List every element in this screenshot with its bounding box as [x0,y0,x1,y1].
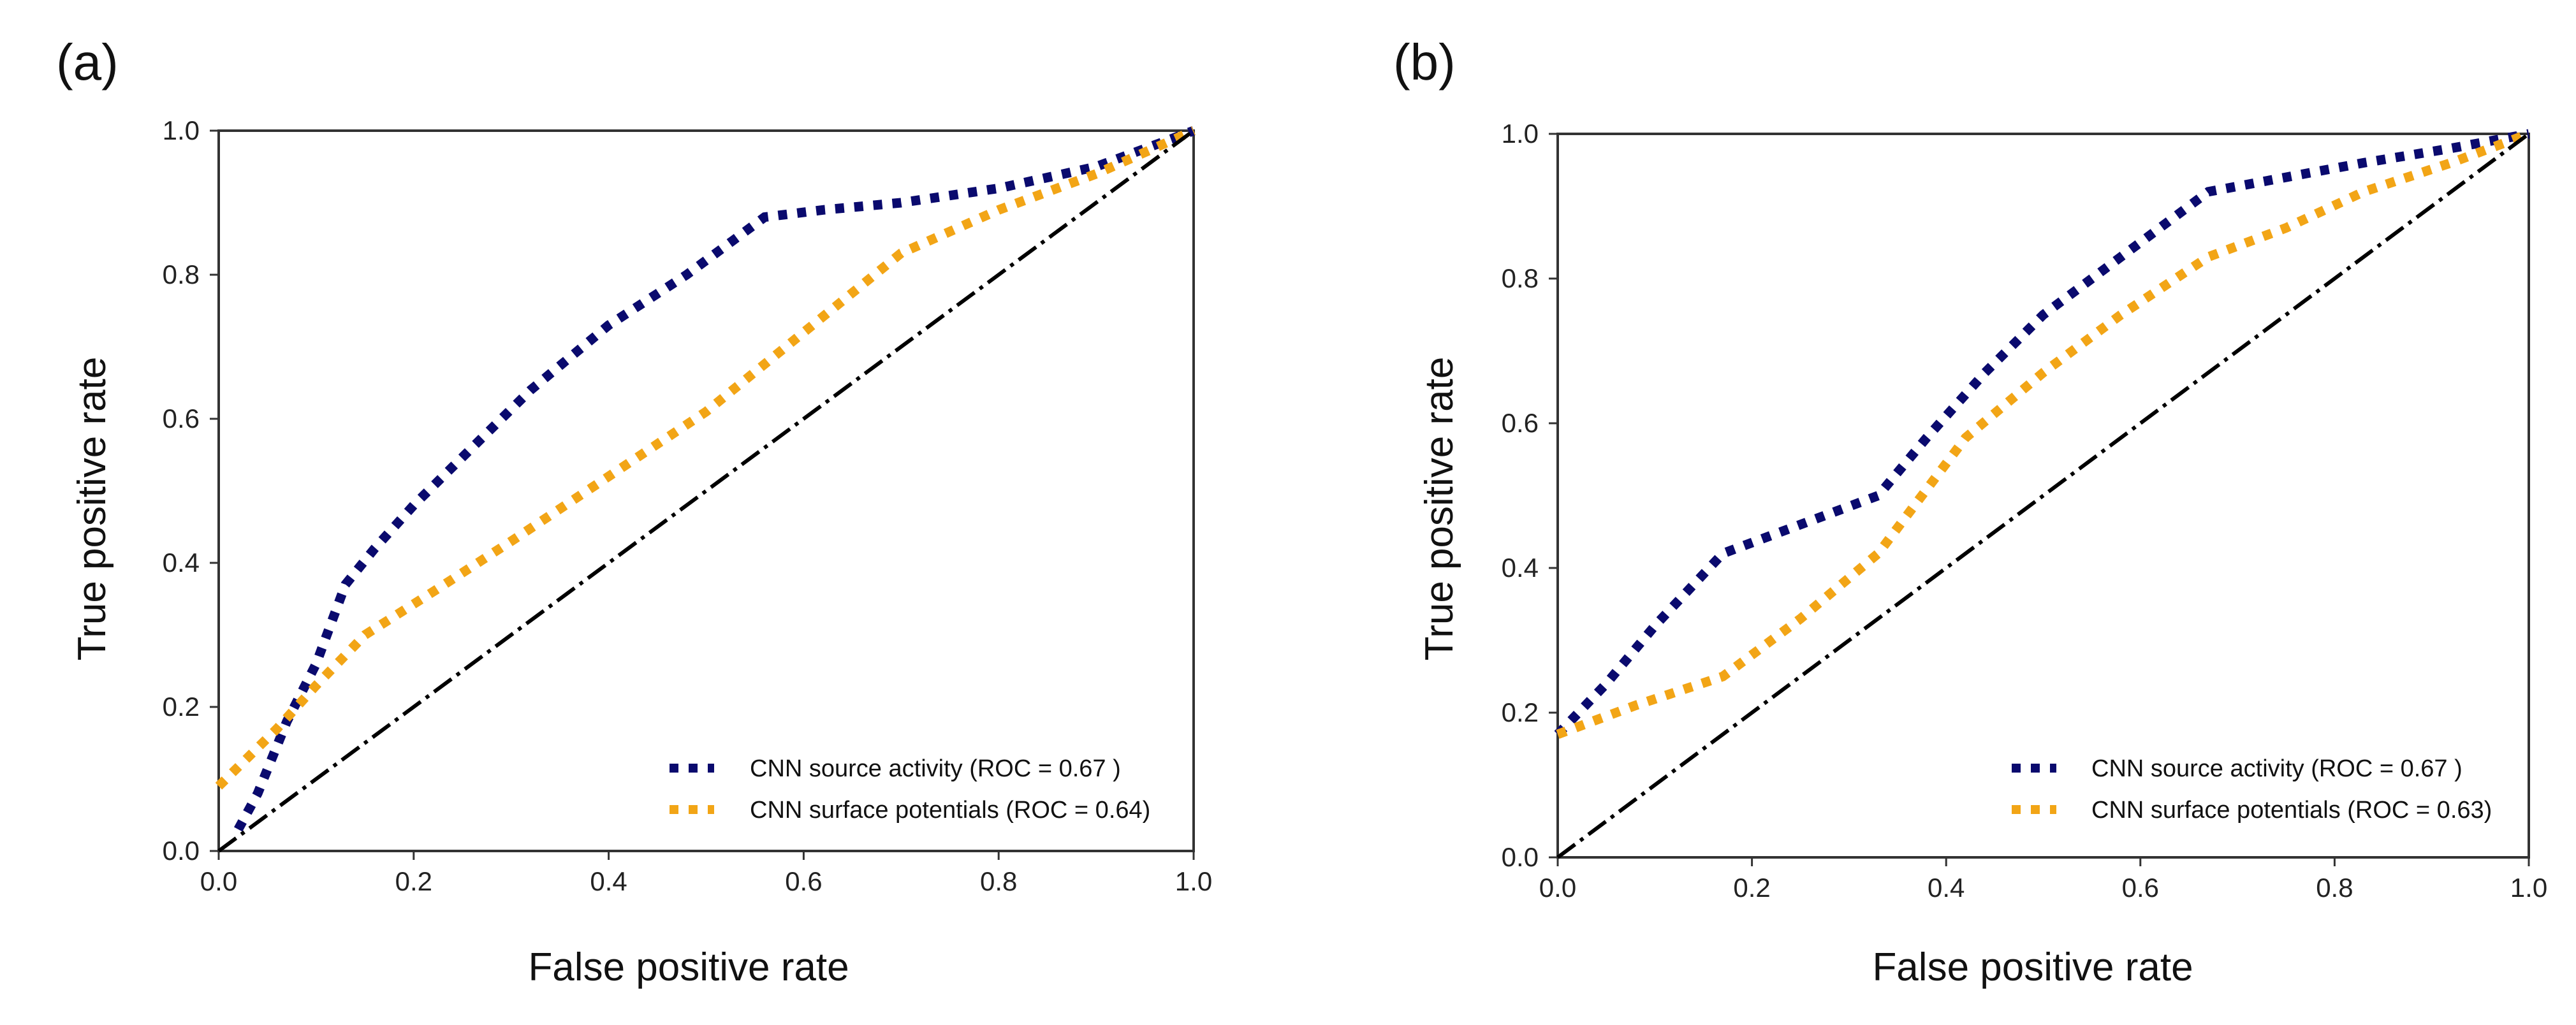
panel-a-ytick-label: 0.8 [163,259,200,289]
panel-b-legend-source-label: CNN source activity (ROC = 0.67 ) [2091,755,2463,782]
panel-b-ytick-label: 0.8 [1502,263,1539,293]
panel-b-ytick-label: 0.4 [1502,553,1539,583]
panel-a-ticks: 0.0 0.2 0.4 0.6 0.8 1.0 0.0 0.2 0.4 0.6 0.8 1.0 [163,115,1213,896]
panel-b-axes-frame [1556,133,2530,859]
panel-b-chance-diagonal [1556,132,2530,859]
panel-a-ytick-label: 0.4 [163,548,200,578]
panel-a-xtick-label: 0.6 [785,866,822,896]
panel-b-ylabel: True positive rate [1417,357,1461,661]
panel-a-axes-frame [217,129,1195,852]
panel-b-xtick-label: 1.0 [2510,873,2547,903]
panel-a-xtick-label: 0.4 [590,866,627,896]
panel-b-xtick-label: 0.2 [1733,873,1770,903]
panel-a-legend: CNN source activity (ROC = 0.67 ) CNN su… [670,755,1150,824]
panel-b-legend: CNN source activity (ROC = 0.67 ) CNN su… [2012,755,2492,824]
panel-b-source-activity-curve [1554,129,2530,738]
panel-b-xtick-label: 0.6 [2122,873,2159,903]
panel-a-ytick-label: 1.0 [163,115,200,145]
panel-b-xtick-label: 0.8 [2316,873,2353,903]
panel-a-ylabel: True positive rate [70,357,114,661]
panel-a-label: (a) [56,34,119,91]
panel-b-ytick-label: 1.0 [1502,119,1539,149]
panel-a-legend-source-label: CNN source activity (ROC = 0.67 ) [750,755,1121,782]
panel-a-xlabel: False positive rate [528,945,849,989]
panel-b-ytick-label: 0.6 [1502,408,1539,438]
panel-a: (a) True positive rate False positive ra… [56,34,1212,989]
panel-a-legend-surface-label: CNN surface potentials (ROC = 0.64) [750,797,1150,824]
panel-a-xtick-label: 1.0 [1175,866,1212,896]
panel-b: (b) True positive rate False positive ra… [1393,34,2547,989]
panel-b-xtick-label: 0.4 [1928,873,1965,903]
panel-b-ytick-label: 0.2 [1502,697,1539,727]
panel-b-ticks: 0.0 0.2 0.4 0.6 0.8 1.0 0.0 0.2 0.4 0.6 0.8 1.0 [1502,119,2548,903]
panel-b-xtick-label: 0.0 [1539,873,1576,903]
panel-a-surface-potentials-curve [215,126,1196,790]
panel-b-xlabel: False positive rate [1872,945,2193,989]
panel-a-chance-diagonal [217,129,1195,853]
panel-b-legend-surface-label: CNN surface potentials (ROC = 0.63) [2091,797,2492,824]
panel-b-label: (b) [1393,34,1456,91]
panel-a-source-activity-curve [234,126,1196,832]
panel-a-xtick-label: 0.0 [200,866,237,896]
panel-b-ytick-label: 0.0 [1502,842,1539,872]
panel-a-xtick-label: 0.8 [980,866,1017,896]
panel-a-ytick-label: 0.2 [163,692,200,722]
panel-b-plot-area [1554,129,2531,859]
panel-b-surface-potentials-curve [1556,129,2531,739]
panel-a-ytick-label: 0.6 [163,403,200,433]
panel-a-xtick-label: 0.2 [395,866,432,896]
panel-a-ytick-label: 0.0 [163,836,200,866]
panel-a-plot-area [215,126,1196,853]
